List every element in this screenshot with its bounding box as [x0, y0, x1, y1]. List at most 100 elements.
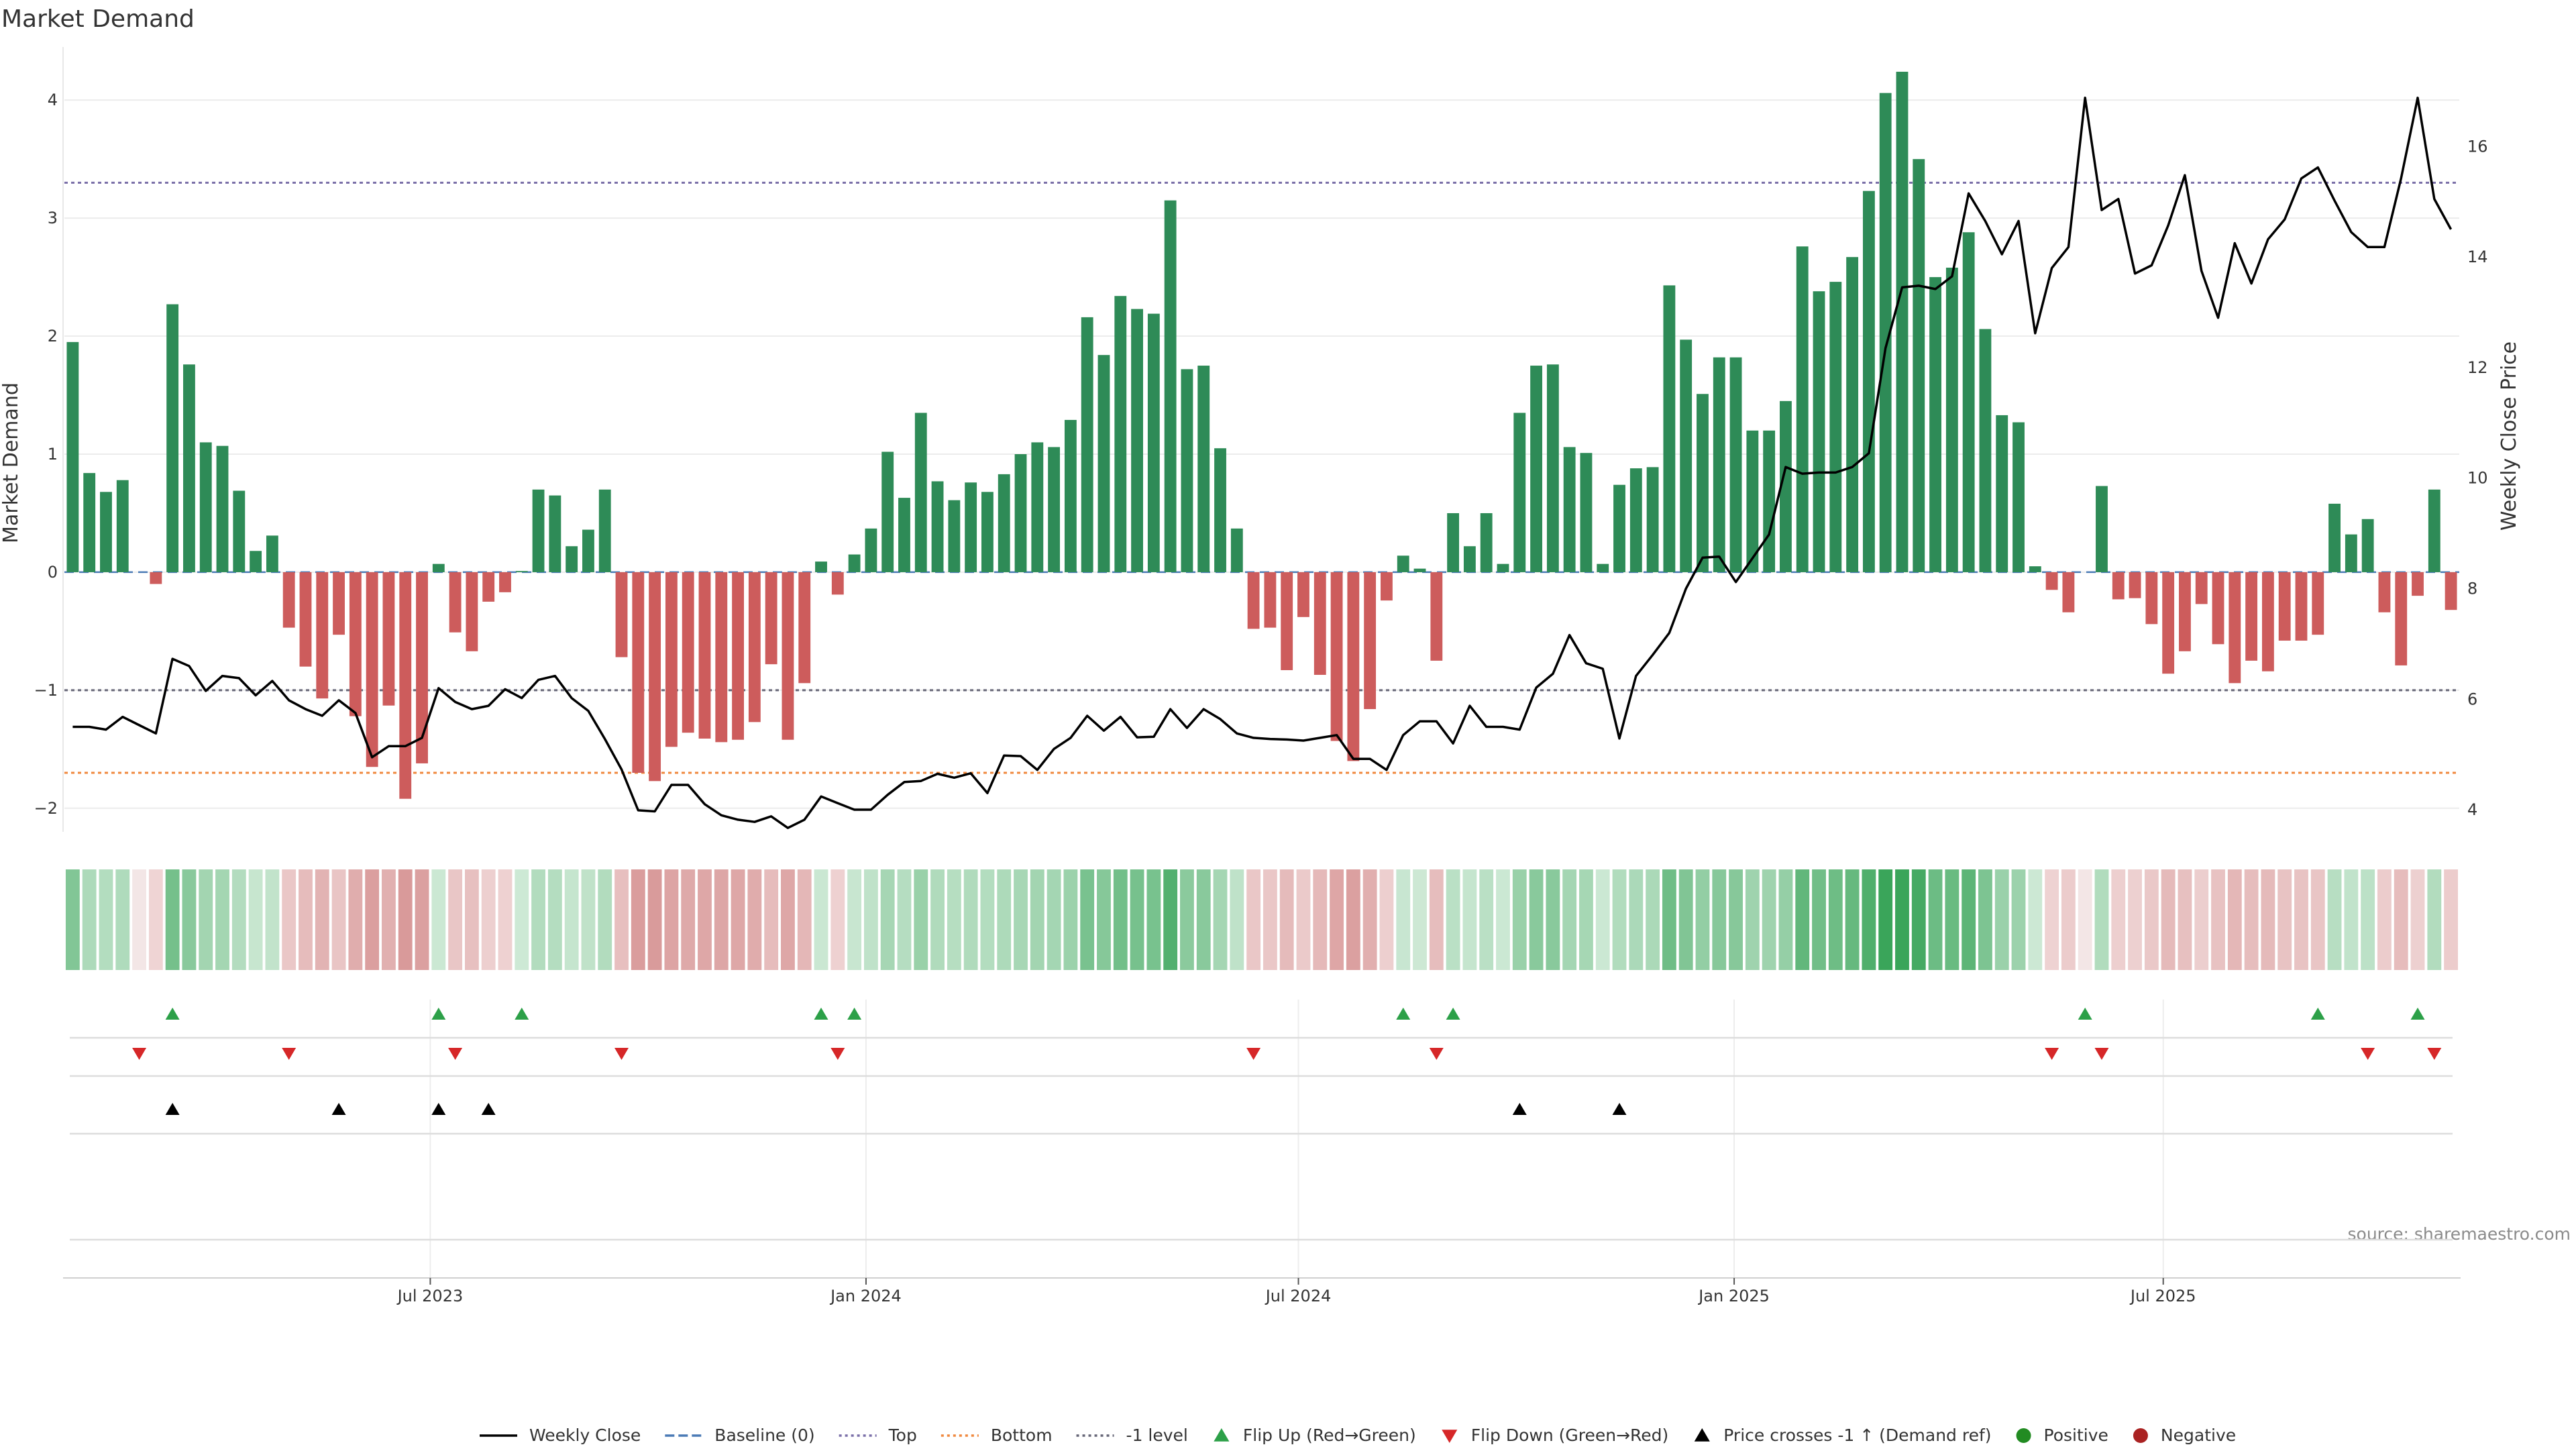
demand-bar-31 [582, 529, 594, 572]
demand-bar-89 [1546, 364, 1559, 572]
demand-bar-1 [83, 473, 96, 572]
demand-bar-39 [715, 572, 728, 743]
heat-cell-100 [1729, 869, 1743, 970]
demand-bar-58 [1031, 442, 1044, 572]
demand-bar-71 [1247, 572, 1260, 629]
demand-bar-98 [1697, 394, 1709, 572]
legend-icon-9 [2133, 1428, 2148, 1443]
demand-bar-140 [2395, 572, 2408, 665]
demand-bar-67 [1181, 369, 1193, 572]
flip-up-marker-2 [515, 1008, 529, 1020]
heat-cell-64 [1130, 869, 1144, 970]
demand-bar-62 [1097, 355, 1110, 572]
x-tick-label-1: Jan 2024 [829, 1287, 902, 1305]
demand-bar-75 [1313, 572, 1326, 675]
heat-cell-134 [2294, 869, 2308, 970]
legend-label-4: -1 level [1126, 1426, 1188, 1445]
demand-bar-117 [2012, 422, 2025, 572]
heat-cell-59 [1046, 869, 1061, 970]
demand-bar-108 [1862, 191, 1875, 572]
demand-bar-12 [266, 535, 278, 572]
legend-label-9: Negative [2161, 1426, 2236, 1445]
demand-bar-119 [2045, 572, 2058, 590]
demand-bar-40 [732, 572, 744, 740]
heat-cell-76 [1330, 869, 1344, 970]
demand-bar-29 [549, 495, 561, 572]
heat-cell-81 [1413, 869, 1427, 970]
right-axis-label: Weekly Close Price [2498, 341, 2521, 531]
demand-bar-104 [1796, 246, 1809, 572]
price-line [72, 97, 2453, 829]
demand-bar-20 [399, 572, 412, 799]
heat-cell-22 [431, 869, 446, 970]
demand-bar-14 [299, 572, 312, 667]
demand-bar-105 [1813, 291, 1825, 572]
heat-cell-46 [830, 869, 845, 970]
heat-cell-49 [880, 869, 895, 970]
heat-cell-47 [847, 869, 862, 970]
legend-icon-8 [2016, 1428, 2031, 1443]
flip-down-marker-5 [1246, 1048, 1261, 1060]
demand-bar-120 [2062, 572, 2075, 612]
heat-cell-93 [1612, 869, 1627, 970]
flip-up-marker-4 [847, 1008, 862, 1020]
price-cross-marker-0 [165, 1103, 180, 1115]
heat-cell-35 [647, 869, 662, 970]
heat-cell-12 [265, 869, 280, 970]
demand-bar-143 [2445, 572, 2457, 610]
demand-bar-100 [1729, 357, 1742, 572]
price-cross-marker-3 [481, 1103, 496, 1115]
heat-cell-128 [2194, 869, 2209, 970]
demand-bar-113 [1945, 268, 1958, 572]
legend-label-2: Top [888, 1426, 917, 1445]
flip-up-marker-8 [2310, 1008, 2325, 1020]
demand-bar-74 [1297, 572, 1309, 617]
heat-cell-139 [2377, 869, 2392, 970]
demand-bar-8 [199, 442, 212, 572]
heat-cell-131 [2244, 869, 2259, 970]
demand-bar-111 [1913, 159, 1925, 572]
flip-up-marker-0 [165, 1008, 180, 1020]
demand-bar-84 [1463, 546, 1476, 572]
demand-bar-91 [1580, 453, 1593, 572]
flip-down-marker-7 [2045, 1048, 2059, 1060]
flip-up-marker-6 [1446, 1008, 1460, 1020]
left-axis-label: Market Demand [0, 382, 23, 543]
heat-cell-82 [1429, 869, 1444, 970]
heat-cell-91 [1579, 869, 1593, 970]
demand-bar-72 [1264, 572, 1277, 628]
heat-cell-75 [1313, 869, 1328, 970]
flip-down-marker-9 [2361, 1048, 2375, 1060]
demand-bar-80 [1397, 555, 1409, 572]
price-cross-marker-2 [431, 1103, 446, 1115]
demand-bar-22 [432, 564, 445, 572]
heat-cell-61 [1080, 869, 1095, 970]
demand-bar-28 [532, 489, 545, 572]
demand-bar-139 [2378, 572, 2391, 612]
demand-bar-103 [1780, 400, 1792, 572]
heat-cell-10 [231, 869, 246, 970]
legend-label-5: Flip Up (Red→Green) [1243, 1426, 1416, 1445]
flip-down-marker-8 [2094, 1048, 2109, 1060]
heat-cell-111 [1911, 869, 1926, 970]
demand-bar-37 [682, 572, 694, 733]
demand-bar-36 [665, 572, 678, 747]
demand-bar-88 [1530, 366, 1542, 572]
heat-cell-135 [2310, 869, 2325, 970]
heat-cell-141 [2410, 869, 2425, 970]
legend-item-0: Weekly Close [480, 1426, 641, 1445]
heat-cell-125 [2144, 869, 2159, 970]
flip-up-marker-3 [814, 1008, 828, 1020]
legend-item-4: -1 level [1076, 1426, 1188, 1445]
heat-cell-77 [1346, 869, 1360, 970]
x-axis: Jul 2023 Jan 2024 Jul 2024 Jan 2025 Jul 2025 [396, 1278, 2196, 1305]
demand-heatstrip [65, 869, 2459, 970]
heat-cell-98 [1695, 869, 1710, 970]
heat-cell-70 [1230, 869, 1244, 970]
demand-bar-45 [815, 561, 827, 572]
heat-cell-5 [148, 869, 163, 970]
demand-bar-43 [782, 572, 794, 740]
demand-bar-5 [150, 572, 162, 584]
demand-bar-25 [482, 572, 495, 602]
demand-bar-64 [1131, 309, 1143, 572]
